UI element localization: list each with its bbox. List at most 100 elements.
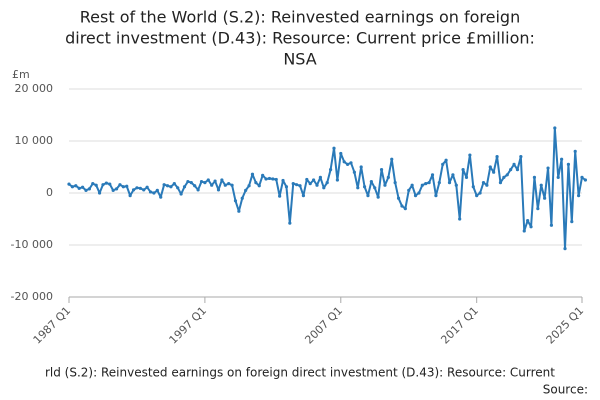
y-tick-label: 10 000 xyxy=(15,134,54,147)
point xyxy=(379,168,384,172)
point xyxy=(67,182,71,186)
x-tick-label: 2025 Q1 xyxy=(544,304,587,347)
point xyxy=(529,225,533,229)
point xyxy=(312,178,316,182)
point xyxy=(505,173,509,177)
point xyxy=(485,183,489,187)
point xyxy=(155,188,159,192)
point xyxy=(172,182,176,186)
x-tick-label: 1997 Q1 xyxy=(167,304,210,347)
point xyxy=(203,181,207,185)
point xyxy=(220,178,224,182)
point xyxy=(288,221,292,225)
point xyxy=(583,178,587,182)
point xyxy=(91,182,95,186)
point xyxy=(352,170,356,174)
point xyxy=(271,177,275,181)
point xyxy=(539,183,543,187)
point xyxy=(332,146,336,150)
point xyxy=(305,177,309,182)
point xyxy=(563,247,567,251)
point xyxy=(70,185,74,189)
point xyxy=(420,183,424,187)
point xyxy=(84,188,88,192)
point xyxy=(454,183,458,187)
point xyxy=(210,183,214,187)
point xyxy=(135,186,139,190)
point xyxy=(315,183,319,187)
point xyxy=(390,157,394,161)
point xyxy=(515,168,520,172)
point xyxy=(549,223,554,227)
point xyxy=(532,175,537,179)
x-tick-label: 2007 Q1 xyxy=(302,304,345,347)
point xyxy=(87,187,91,191)
y-unit: £m xyxy=(12,68,30,81)
point xyxy=(444,158,448,162)
point xyxy=(345,162,350,166)
point xyxy=(298,184,302,188)
point xyxy=(502,175,506,179)
point xyxy=(478,191,482,195)
y-tick-label: -10 000 xyxy=(11,238,53,251)
point xyxy=(108,182,112,186)
point xyxy=(206,178,210,182)
point xyxy=(77,186,81,190)
point xyxy=(80,185,85,189)
point xyxy=(322,186,326,190)
point xyxy=(488,165,492,169)
point xyxy=(281,178,285,183)
point xyxy=(386,175,390,179)
point xyxy=(475,194,479,198)
point xyxy=(325,181,329,185)
point xyxy=(481,181,486,185)
point xyxy=(148,190,153,194)
point xyxy=(553,126,557,130)
point xyxy=(492,170,496,174)
point xyxy=(216,188,221,192)
point xyxy=(349,161,353,165)
point xyxy=(264,177,268,181)
y-tick-label: -20 000 xyxy=(11,290,53,303)
point xyxy=(573,149,577,153)
point xyxy=(566,162,571,166)
point xyxy=(366,194,370,198)
point xyxy=(199,179,204,184)
point xyxy=(376,195,380,199)
point xyxy=(468,153,472,157)
point xyxy=(546,166,550,170)
point xyxy=(111,188,115,192)
point xyxy=(213,179,217,183)
point xyxy=(509,168,513,172)
point xyxy=(179,192,183,196)
point xyxy=(261,173,265,177)
point xyxy=(104,181,108,185)
point xyxy=(413,194,418,198)
point xyxy=(522,229,526,233)
point xyxy=(74,184,78,188)
chart-title: NSA xyxy=(283,50,316,69)
point xyxy=(495,155,499,159)
point xyxy=(247,184,251,188)
point xyxy=(240,196,244,200)
point xyxy=(291,182,295,186)
point xyxy=(97,191,102,195)
point xyxy=(237,209,241,213)
point xyxy=(159,195,163,199)
point xyxy=(430,173,435,177)
point xyxy=(152,191,156,195)
point xyxy=(230,183,234,187)
point xyxy=(318,175,323,179)
point xyxy=(362,185,367,189)
point xyxy=(519,155,523,159)
point xyxy=(257,184,261,188)
point xyxy=(145,185,149,189)
point xyxy=(437,181,441,185)
point xyxy=(308,182,312,186)
point xyxy=(254,181,258,185)
point xyxy=(403,207,407,211)
point xyxy=(193,184,197,188)
source: Source: xyxy=(543,383,588,397)
point xyxy=(118,183,122,187)
